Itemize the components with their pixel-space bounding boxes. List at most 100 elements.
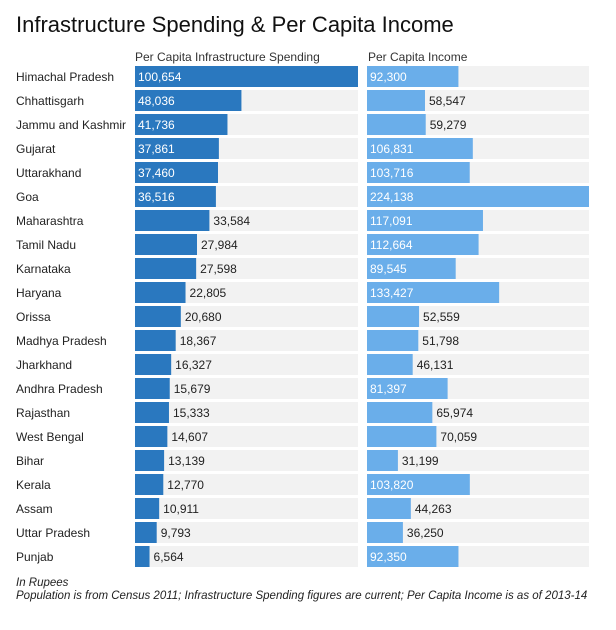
income-value-label: 44,263: [415, 502, 452, 516]
bar-track: [135, 378, 358, 399]
spending-value-label: 37,460: [138, 166, 175, 180]
category-label: Chhattisgarh: [16, 94, 84, 108]
bar-track: [135, 522, 358, 543]
spending-value-label: 41,736: [138, 118, 175, 132]
income-bar: [367, 90, 425, 111]
bar-track: [367, 522, 589, 543]
category-label: Kerala: [16, 478, 51, 492]
income-bar: [367, 378, 448, 399]
category-label: Andhra Pradesh: [16, 382, 103, 396]
spending-column-header: Per Capita Infrastructure Spending: [135, 50, 320, 64]
spending-bar: [135, 66, 358, 87]
spending-bar: [135, 114, 228, 135]
income-bar: [367, 450, 398, 471]
spending-bar: [135, 306, 181, 327]
category-label: Bihar: [16, 454, 44, 468]
spending-value-label: 37,861: [138, 142, 175, 156]
spending-bar: [135, 186, 216, 207]
spending-value-label: 10,911: [163, 502, 199, 516]
income-value-label: 46,131: [417, 358, 454, 372]
income-value-label: 133,427: [370, 286, 414, 300]
category-label: Uttar Pradesh: [16, 526, 90, 540]
income-value-label: 103,716: [370, 166, 414, 180]
bar-track: [135, 426, 358, 447]
category-label: Punjab: [16, 550, 54, 564]
category-label: Goa: [16, 190, 39, 204]
income-value-label: 31,199: [402, 454, 439, 468]
income-bar: [367, 282, 500, 303]
income-value-label: 51,798: [422, 334, 459, 348]
income-bar: [367, 210, 483, 231]
spending-bar: [135, 258, 197, 279]
income-value-label: 65,974: [436, 406, 473, 420]
income-bar: [367, 66, 459, 87]
spending-bar: [135, 474, 164, 495]
unit-note: In Rupees: [16, 577, 69, 589]
spending-bar: [135, 138, 219, 159]
bar-track: [135, 546, 358, 567]
category-label: Jammu and Kashmir: [16, 118, 126, 132]
spending-value-label: 33,584: [213, 214, 250, 228]
income-bar: [367, 426, 437, 447]
spending-value-label: 13,139: [168, 454, 205, 468]
spending-value-label: 15,333: [173, 406, 210, 420]
chart-notes: In Rupees Population is from Census 2011…: [16, 577, 606, 603]
income-bar: [367, 306, 420, 327]
bar-track: [135, 354, 358, 375]
income-value-label: 92,300: [370, 70, 407, 84]
spending-bar: [135, 450, 165, 471]
spending-value-label: 48,036: [138, 94, 175, 108]
spending-bar: [135, 546, 150, 567]
bar-track: [135, 282, 358, 303]
bar-track: [135, 330, 358, 351]
category-label: West Bengal: [16, 430, 84, 444]
category-label: Himachal Pradesh: [16, 70, 114, 84]
bar-track: [367, 498, 589, 519]
spending-bar: [135, 402, 169, 423]
income-bar: [367, 234, 479, 255]
spending-bar: [135, 210, 210, 231]
bar-track: [367, 450, 589, 471]
spending-bar: [135, 522, 157, 543]
category-label: Assam: [16, 502, 53, 516]
bar-track: [135, 402, 358, 423]
bar-track: [135, 498, 358, 519]
bar-chart: Himachal Pradesh 100,654 92,300 Chhattisgar…: [16, 66, 589, 567]
income-value-label: 224,138: [370, 190, 414, 204]
income-value-label: 92,350: [370, 550, 407, 564]
income-bar: [367, 162, 470, 183]
chart-title: Infrastructure Spending & Per Capita Inc…: [16, 12, 454, 37]
income-value-label: 112,664: [370, 238, 413, 252]
spending-value-label: 6,564: [154, 550, 184, 564]
category-label: Karnataka: [16, 262, 71, 276]
spending-value-label: 22,805: [190, 286, 227, 300]
spending-bar: [135, 354, 172, 375]
income-bar: [367, 546, 459, 567]
category-label: Tamil Nadu: [16, 238, 76, 252]
income-value-label: 59,279: [430, 118, 467, 132]
spending-bar: [135, 426, 168, 447]
income-column-header: Per Capita Income: [368, 50, 468, 64]
spending-value-label: 15,679: [174, 382, 211, 396]
spending-value-label: 20,680: [185, 310, 222, 324]
category-label: Jharkhand: [16, 358, 72, 372]
spending-value-label: 12,770: [167, 478, 204, 492]
spending-value-label: 16,327: [175, 358, 212, 372]
income-bar: [367, 498, 411, 519]
spending-value-label: 9,793: [161, 526, 191, 540]
bar-track: [367, 330, 589, 351]
income-value-label: 52,559: [423, 310, 460, 324]
spending-value-label: 100,654: [138, 70, 182, 84]
spending-bar: [135, 498, 160, 519]
spending-bar: [135, 234, 197, 255]
spending-bar: [135, 90, 242, 111]
income-value-label: 103,820: [370, 478, 414, 492]
income-value-label: 58,547: [429, 94, 466, 108]
income-value-label: 36,250: [407, 526, 444, 540]
spending-value-label: 36,516: [138, 190, 175, 204]
category-label: Madhya Pradesh: [16, 334, 107, 348]
spending-value-label: 18,367: [180, 334, 217, 348]
category-label: Orissa: [16, 310, 51, 324]
category-label: Uttarakhand: [16, 166, 81, 180]
bar-track: [135, 450, 358, 471]
